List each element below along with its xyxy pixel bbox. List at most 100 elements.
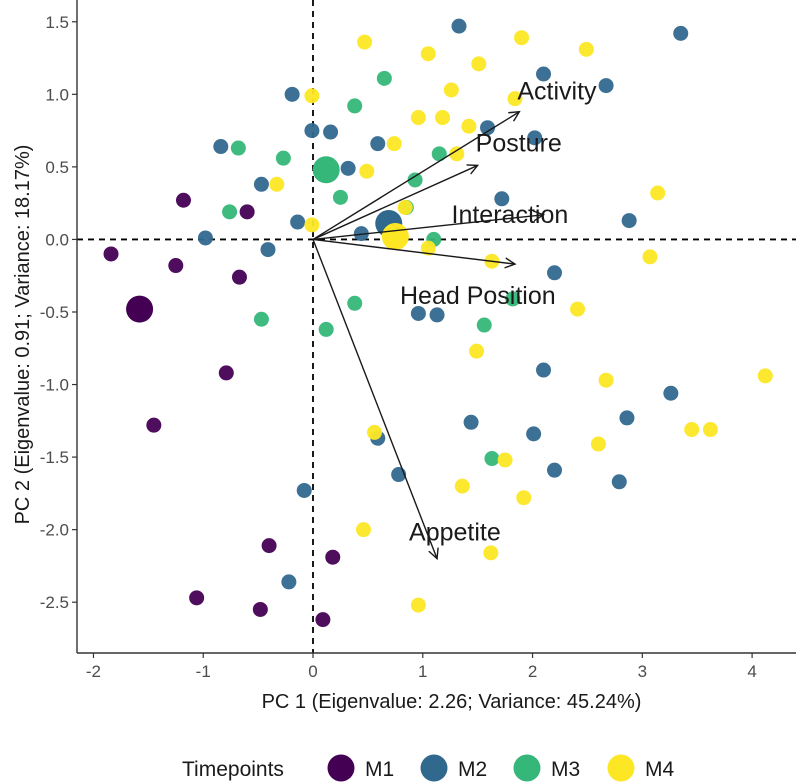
loading-arrow-posture bbox=[312, 165, 478, 241]
centroid-m1 bbox=[126, 295, 154, 323]
data-point bbox=[547, 265, 563, 281]
y-tick-label: -1.5 bbox=[40, 448, 69, 467]
data-point bbox=[290, 214, 306, 230]
centroid-m3 bbox=[312, 156, 340, 184]
y-tick-label: 0.5 bbox=[45, 158, 69, 177]
data-point bbox=[103, 246, 119, 262]
legend-swatch-m4 bbox=[607, 754, 635, 782]
data-point bbox=[420, 240, 436, 256]
loading-label-activity: Activity bbox=[517, 78, 597, 106]
data-point bbox=[410, 597, 426, 613]
y-tick-label: -2.0 bbox=[40, 521, 69, 540]
data-point bbox=[431, 146, 447, 162]
data-point bbox=[476, 317, 492, 333]
legend-label-m3: M3 bbox=[551, 758, 580, 781]
data-points bbox=[103, 18, 773, 628]
data-point bbox=[357, 34, 373, 50]
loading-arrow-activity bbox=[312, 112, 519, 241]
legend-label-m2: M2 bbox=[458, 758, 487, 781]
data-point bbox=[514, 30, 530, 46]
data-point bbox=[702, 422, 718, 438]
data-point bbox=[429, 307, 445, 323]
x-tick-label: -1 bbox=[196, 662, 211, 681]
data-point bbox=[304, 88, 320, 104]
data-point bbox=[284, 86, 300, 102]
data-point bbox=[578, 41, 594, 57]
x-axis-title: PC 1 (Eigenvalue: 2.26; Variance: 45.24%… bbox=[262, 691, 642, 713]
series-m2 bbox=[197, 18, 689, 590]
data-point bbox=[318, 321, 334, 337]
data-point bbox=[494, 191, 510, 207]
y-axis-title: PC 2 (Eigenvalue: 0.91; Variance: 18.17%… bbox=[12, 145, 34, 525]
data-point bbox=[516, 490, 532, 506]
data-point bbox=[386, 136, 402, 152]
data-point bbox=[347, 98, 363, 114]
data-point bbox=[527, 130, 543, 146]
data-point bbox=[598, 78, 614, 94]
data-point bbox=[570, 301, 586, 317]
data-point bbox=[547, 462, 563, 478]
data-point bbox=[590, 436, 606, 452]
centroid-m4 bbox=[381, 223, 409, 251]
data-point bbox=[598, 372, 614, 388]
data-point bbox=[281, 574, 297, 590]
data-point bbox=[463, 414, 479, 430]
data-point bbox=[507, 91, 523, 107]
data-point bbox=[443, 82, 459, 98]
loading-label-interaction: Interaction bbox=[452, 201, 569, 229]
data-point bbox=[356, 522, 372, 538]
data-point bbox=[347, 295, 363, 311]
data-point bbox=[650, 185, 666, 201]
data-point bbox=[315, 612, 331, 628]
data-point bbox=[304, 123, 320, 139]
data-point bbox=[505, 291, 521, 307]
data-point bbox=[611, 474, 627, 490]
loading-label-posture: Posture bbox=[476, 129, 562, 157]
x-tick-label: 1 bbox=[418, 662, 427, 681]
data-point bbox=[218, 365, 234, 381]
y-tick-label: -1.0 bbox=[40, 376, 69, 395]
data-point bbox=[619, 410, 635, 426]
data-point bbox=[461, 118, 477, 134]
data-point bbox=[197, 230, 213, 246]
x-tick-label: 4 bbox=[747, 662, 756, 681]
legend-title: Timepoints bbox=[182, 758, 284, 781]
data-point bbox=[168, 258, 184, 274]
loading-arrow-head-position bbox=[312, 238, 515, 264]
y-tick-label: 0.0 bbox=[45, 230, 69, 249]
loading-vectors: Activity Posture Interaction Head Position A… bbox=[312, 78, 597, 559]
loading-label-appetite: Appetite bbox=[409, 519, 501, 547]
legend-swatch-m1 bbox=[327, 754, 355, 782]
data-point bbox=[471, 56, 487, 72]
data-point bbox=[663, 385, 679, 401]
legend-swatch-m3 bbox=[513, 754, 541, 782]
data-point bbox=[359, 163, 375, 179]
data-point bbox=[536, 66, 552, 82]
axes: -2 -1 0 1 2 3 4 -2.5 -2.0 -1.5 -1.0 -0.5 0.0 0.5 1.0 1… bbox=[12, 0, 796, 713]
x-tick-label: 0 bbox=[308, 662, 317, 681]
data-point bbox=[484, 451, 500, 467]
y-tick-label: 1.5 bbox=[45, 13, 69, 32]
data-point bbox=[370, 136, 386, 152]
y-tick-label: -0.5 bbox=[40, 303, 69, 322]
y-ticks: -2.5 -2.0 -1.5 -1.0 -0.5 0.0 0.5 1.0 1.5 bbox=[40, 13, 77, 612]
data-point bbox=[222, 204, 238, 220]
data-point bbox=[410, 110, 426, 126]
data-point bbox=[621, 213, 637, 229]
data-point bbox=[366, 424, 382, 440]
data-point bbox=[275, 150, 291, 166]
loading-arrow-interaction bbox=[312, 215, 544, 241]
series-m4 bbox=[269, 30, 773, 613]
data-point bbox=[175, 192, 191, 208]
data-point bbox=[189, 590, 205, 606]
y-tick-label: 1.0 bbox=[45, 85, 69, 104]
data-point bbox=[420, 46, 436, 62]
data-point bbox=[296, 482, 312, 498]
data-point bbox=[684, 422, 700, 438]
loading-arrow-appetite bbox=[312, 239, 437, 558]
data-point bbox=[231, 269, 247, 285]
data-point bbox=[526, 426, 542, 442]
legend-items: M1 M2 M3 M4 bbox=[327, 754, 674, 782]
data-point bbox=[239, 204, 255, 220]
